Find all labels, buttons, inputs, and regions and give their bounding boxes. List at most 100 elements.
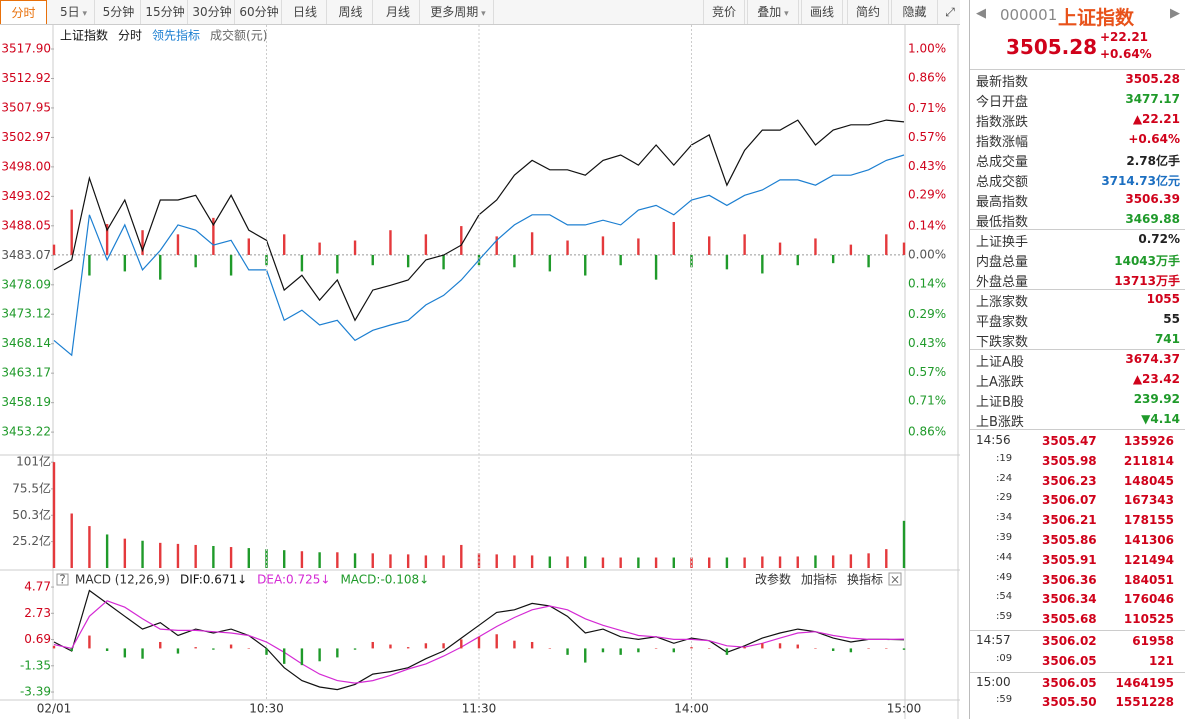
y-tick-label: 0.69 [24, 632, 51, 646]
bar [637, 557, 640, 568]
field-label: 指数涨幅 [976, 135, 1029, 150]
indicator-button[interactable]: 改参数 [755, 572, 791, 587]
bar [460, 639, 463, 649]
tick-volume: 61958 [1132, 634, 1174, 648]
bar [353, 240, 357, 255]
bar [725, 557, 729, 568]
bar [601, 648, 605, 653]
tool-button[interactable]: 隐藏 [891, 0, 938, 24]
bar [708, 236, 711, 255]
field-value: 55 [1163, 312, 1180, 326]
plot-bg [54, 25, 904, 719]
x-tick-label: 15:00 [887, 702, 922, 716]
bar [52, 244, 56, 255]
tick-time: :59 [996, 611, 1013, 623]
tick-volume: 148045 [1123, 473, 1174, 488]
field-value: 3674.37 [1125, 352, 1180, 366]
tab[interactable]: 周线 [329, 0, 373, 24]
field-label: 上证B股 [976, 395, 1024, 410]
stock-name: 上证指数 [1058, 7, 1135, 29]
bar [88, 526, 91, 568]
bar [761, 254, 764, 274]
tick-volume: 211814 [1123, 453, 1174, 468]
field-label: 上证换手 [976, 235, 1029, 250]
bar [530, 555, 534, 568]
tool-button[interactable]: 竞价 [703, 0, 745, 24]
bar [831, 648, 835, 651]
bar [247, 238, 250, 255]
field-value: 3506.39 [1125, 192, 1180, 206]
field-value: +0.64% [1128, 132, 1180, 146]
bar [796, 556, 799, 568]
tick-time: :39 [996, 532, 1013, 543]
y2-tick-label: 0.00% [908, 247, 946, 261]
bar [849, 244, 853, 255]
bar [566, 240, 569, 255]
field-value: 13713万手 [1114, 274, 1180, 288]
tick-volume: 1464195 [1115, 675, 1174, 690]
bar [70, 513, 73, 568]
y-tick-label: 50.3亿 [12, 507, 51, 522]
legend-entry: DEA:0.725↓ [257, 573, 330, 587]
bar [584, 648, 587, 663]
y2-tick-label: 0.86% [908, 70, 946, 84]
next-arrow[interactable]: ▶ [1170, 6, 1180, 21]
tab[interactable]: 30分钟 [190, 0, 235, 24]
bar [424, 643, 428, 649]
field-label: 下跌家数 [976, 335, 1029, 350]
tick-time: :59 [996, 694, 1013, 706]
y-tick-label: 3463.17 [1, 366, 51, 380]
tab[interactable]: 分时 [0, 0, 47, 24]
tool-button[interactable]: 画线 [801, 0, 843, 24]
bar [831, 555, 835, 568]
y-tick-label: 3458.19 [1, 395, 51, 409]
bar [513, 254, 516, 268]
y-tick-label: 3468.14 [1, 336, 51, 350]
y2-tick-label: 0.57% [908, 130, 946, 144]
tab[interactable]: 日线 [284, 0, 327, 24]
tool-button[interactable]: 叠加 [747, 0, 799, 24]
tick-price: 3506.05 [1042, 653, 1097, 668]
indicator-button[interactable]: 换指标 [847, 572, 883, 587]
field-value: 3469.88 [1125, 212, 1180, 226]
bar [566, 648, 569, 655]
tab[interactable]: 15分钟 [143, 0, 188, 24]
divider [970, 229, 1185, 230]
tick-volume: 167343 [1123, 493, 1174, 508]
bar [495, 236, 498, 255]
legend-entry: 领先指标 [152, 28, 200, 43]
field-label: 总成交量 [976, 155, 1029, 170]
tick-volume: 1551228 [1115, 695, 1174, 710]
tick-price: 3506.02 [1042, 634, 1097, 648]
tab[interactable]: 5分钟 [97, 0, 141, 24]
bar [371, 641, 374, 649]
prev-arrow[interactable]: ◀ [976, 6, 986, 21]
bar [105, 224, 109, 255]
tab[interactable]: 5日 [53, 0, 95, 24]
tab[interactable]: 60分钟 [237, 0, 282, 24]
bar [194, 647, 197, 649]
close-button[interactable] [888, 572, 902, 586]
bar [672, 221, 675, 255]
tool-button[interactable]: 简约 [847, 0, 889, 24]
field-label: 内盘总量 [976, 255, 1029, 270]
tick-price: 3505.98 [1042, 453, 1097, 468]
indicator-button[interactable]: 加指标 [801, 572, 837, 587]
bar [477, 636, 481, 649]
tab[interactable]: 更多周期 [423, 0, 494, 24]
series-line [53, 154, 905, 357]
bar [52, 645, 56, 649]
help-icon-q: ? [59, 573, 65, 587]
bar [247, 648, 250, 649]
bar [796, 644, 799, 649]
y2-tick-label: 0.14% [908, 276, 946, 290]
bar [849, 648, 853, 653]
bar [52, 462, 56, 568]
bar [300, 551, 304, 568]
tick-time: :34 [996, 512, 1013, 524]
expand-icon[interactable]: ⤢ [945, 5, 955, 19]
bar [814, 648, 817, 649]
tab[interactable]: 月线 [377, 0, 420, 24]
y2-tick-label: 0.57% [908, 365, 946, 379]
bar [424, 234, 428, 255]
